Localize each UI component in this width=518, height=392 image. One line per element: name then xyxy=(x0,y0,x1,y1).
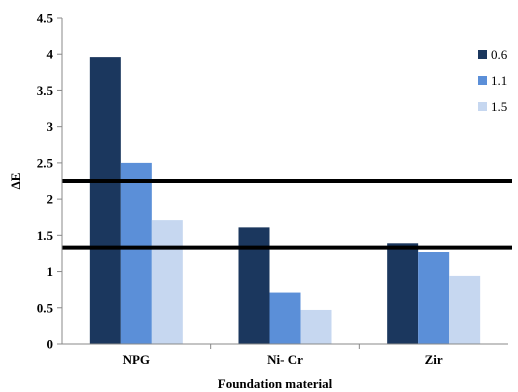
bar-npg-1.5 xyxy=(151,220,183,344)
bar-ni-cr-1.5 xyxy=(300,309,332,344)
x-axis-categories: NPG Ni- Cr Zir xyxy=(123,344,443,367)
y-tick-label: 0 xyxy=(47,337,54,352)
legend-swatch xyxy=(478,102,487,111)
y-tick-label: 3 xyxy=(47,119,54,134)
x-category-label: NPG xyxy=(123,352,150,367)
legend: 0.6 1.1 1.5 xyxy=(478,47,508,114)
bar-zir-1.1 xyxy=(418,251,450,344)
y-tick-label: 1.5 xyxy=(37,228,54,243)
bar-npg-0.6 xyxy=(89,57,121,345)
bar-ni-cr-1.1 xyxy=(269,292,301,344)
x-axis-title: Foundation material xyxy=(218,376,333,391)
y-axis-title: ΔE xyxy=(8,173,23,190)
x-category-label: Ni- Cr xyxy=(267,352,303,367)
y-tick-label: 0.5 xyxy=(37,300,54,315)
legend-swatch xyxy=(478,76,487,85)
legend-swatch xyxy=(478,50,487,59)
y-tick-label: 4.5 xyxy=(37,11,54,26)
legend-label: 0.6 xyxy=(491,47,508,62)
bar-npg-1.1 xyxy=(120,162,152,344)
y-tick-label: 1 xyxy=(47,264,54,279)
reference-lines xyxy=(62,179,512,250)
x-category-label: Zir xyxy=(425,352,443,367)
y-tick-label: 3.5 xyxy=(37,83,54,98)
y-tick-label: 2.5 xyxy=(37,155,54,170)
y-axis-ticks: 0 0.5 1 1.5 2 2.5 3 3.5 4 4.5 xyxy=(37,11,62,352)
bar-ni-cr-0.6 xyxy=(238,227,270,344)
bar-zir-0.6 xyxy=(387,243,419,344)
y-tick-label: 2 xyxy=(47,192,54,207)
legend-label: 1.5 xyxy=(491,99,507,114)
bar-zir-1.5 xyxy=(449,275,481,344)
bars xyxy=(89,57,481,345)
legend-label: 1.1 xyxy=(491,73,507,88)
y-tick-label: 4 xyxy=(47,47,54,62)
